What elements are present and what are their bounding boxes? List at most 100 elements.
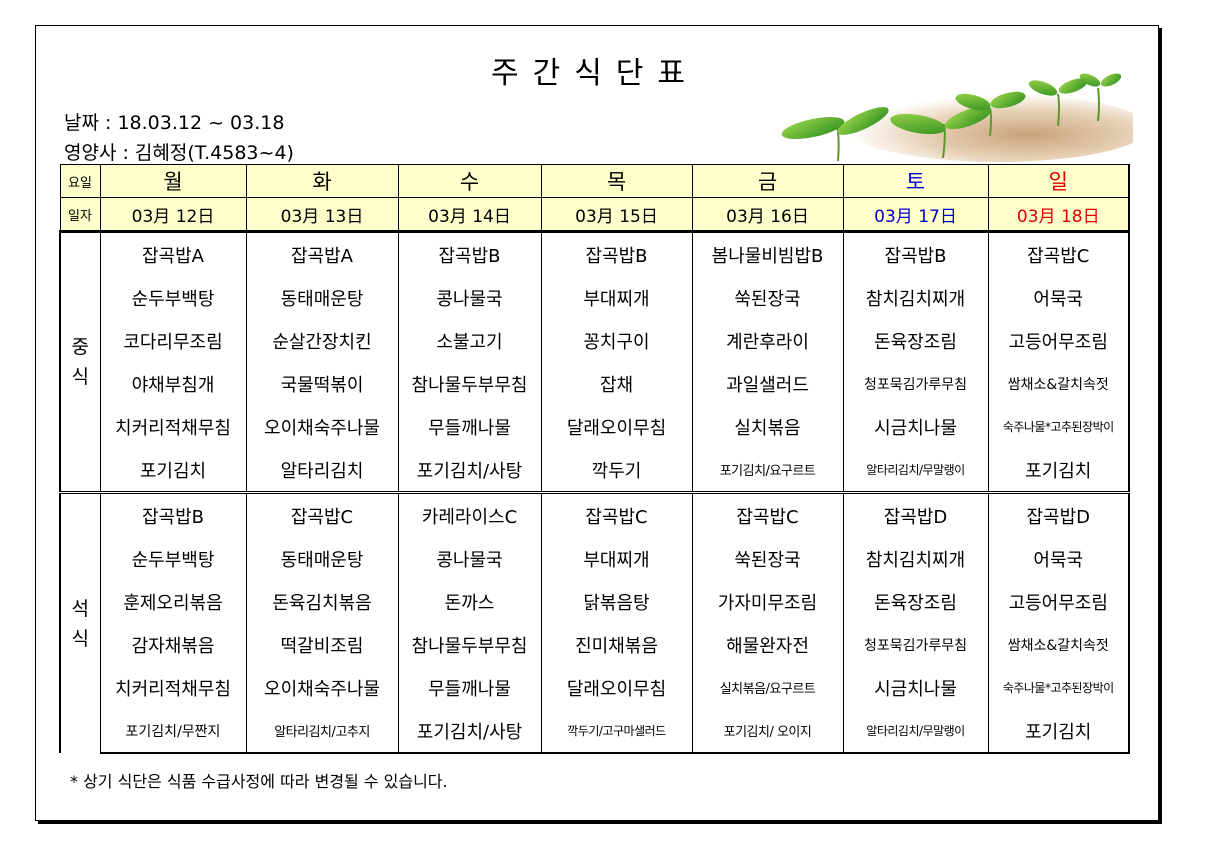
- menu-item: 동태매운탕: [245, 276, 398, 319]
- menu-item: 떡갈비조림: [245, 623, 398, 666]
- menu-item: 청포묵김가루무침: [842, 623, 988, 666]
- menu-item: 알타리김치: [245, 448, 398, 493]
- date-header: 03月 16日: [691, 197, 844, 232]
- menu-item: 훈제오리볶음: [99, 580, 246, 623]
- menu-item: 계란후라이: [691, 319, 843, 362]
- menu-item: 부대찌개: [540, 276, 692, 319]
- date-header: 03月 14日: [397, 197, 542, 232]
- menu-item: 포기김치/사탕: [397, 709, 541, 754]
- menu-item: 카레라이스C: [397, 491, 541, 537]
- menu-item: 오이채숙주나물: [245, 666, 398, 709]
- menu-item: 치커리적채무침: [99, 666, 246, 709]
- menu-item: 포기김치: [99, 448, 246, 493]
- menu-item: 잡곡밥A: [99, 230, 246, 276]
- menu-item: 쑥된장국: [691, 276, 843, 319]
- table-row: 순두부백탕 동태매운탕 콩나물국 부대찌개 쑥된장국 참치김치찌개 어묵국: [60, 276, 1130, 319]
- menu-item: 알타리김치/고추지: [245, 709, 398, 754]
- menu-item: 오이채숙주나물: [245, 405, 398, 448]
- menu-item: 잡채: [540, 362, 692, 405]
- menu-item: 잡곡밥D: [987, 491, 1130, 537]
- date-label: 일자: [59, 197, 101, 232]
- menu-item: 콩나물국: [397, 276, 541, 319]
- menu-item: 알타리김치/무말랭이: [842, 709, 988, 754]
- menu-item: 참치김치찌개: [842, 537, 988, 580]
- menu-item: 포기김치: [987, 448, 1130, 493]
- menu-item: 코다리무조림: [99, 319, 246, 362]
- menu-item: 콩나물국: [397, 537, 541, 580]
- date-header: 03月 13日: [245, 197, 399, 232]
- menu-item: 깍두기/고구마샐러드: [540, 709, 692, 754]
- menu-item: 쌈채소&갈치속젓: [987, 362, 1130, 405]
- menu-item: 참치김치찌개: [842, 276, 988, 319]
- menu-item: 숙주나물*고추된장박이: [987, 405, 1130, 448]
- table-row: 야채부침개 국물떡볶이 참나물두부무침 잡채 과일샐러드 청포묵김가루무침 쌈채소&갈치속젓: [60, 362, 1130, 405]
- menu-item: 고등어무조림: [987, 319, 1130, 362]
- menu-item: 돈육김치볶음: [245, 580, 398, 623]
- table-row: 석식 잡곡밥B 잡곡밥C 카레라이스C 잡곡밥C 잡곡밥C 잡곡밥D 잡곡밥D: [59, 491, 1130, 753]
- menu-item: 동태매운탕: [245, 537, 398, 580]
- menu-item: 청포묵김가루무침: [842, 362, 988, 405]
- menu-item: 감자채볶음: [99, 623, 246, 666]
- table-row: 포기김치/무짠지 알타리김치/고추지 포기김치/사탕 깍두기/고구마샐러드 포기김치/ …: [60, 709, 1130, 754]
- menu-item: 포기김치/사탕: [397, 448, 541, 493]
- menu-item: 잡곡밥B: [99, 491, 246, 537]
- menu-item: 포기김치: [987, 709, 1130, 754]
- table-row: 중식 잡곡밥A 잡곡밥A 잡곡밥B 잡곡밥B 봄나물비빔밥B 잡곡밥B 잡곡밥C: [59, 230, 1130, 493]
- menu-item: 치커리적채무침: [99, 405, 246, 448]
- table-row: 감자채볶음 떡갈비조림 참나물두부무침 진미채볶음 해물완자전 청포묵김가루무침 쌈채소&갈…: [60, 623, 1130, 666]
- menu-item: 부대찌개: [540, 537, 692, 580]
- menu-item: 돈까스: [397, 580, 541, 623]
- menu-item: 깍두기: [540, 448, 692, 493]
- menu-item: 달래오이무침: [540, 405, 692, 448]
- menu-item: 달래오이무침: [540, 666, 692, 709]
- menu-item: 잡곡밥B: [842, 230, 988, 276]
- date-header: 03月 15日: [540, 197, 693, 232]
- menu-item: 참나물두부무침: [397, 623, 541, 666]
- menu-item: 포기김치/ 오이지: [691, 709, 843, 754]
- day-header: 화: [245, 164, 399, 198]
- menu-item: 잡곡밥B: [397, 230, 541, 276]
- table-row: 치커리적채무침 오이채숙주나물 무들깨나물 달래오이무침 실치볶음/요구르트 시금치나물 숙…: [60, 666, 1130, 709]
- day-header: 월: [99, 164, 247, 198]
- menu-item: 숙주나물*고추된장박이: [987, 666, 1130, 709]
- menu-item: 순두부백탕: [99, 276, 246, 319]
- sprouts-icon: [781, 73, 1133, 162]
- menu-item: 소불고기: [397, 319, 541, 362]
- menu-item: 국물떡볶이: [245, 362, 398, 405]
- dietitian-info: 영양사 : 김혜정(T.4583~4): [64, 142, 294, 164]
- table-row: 훈제오리볶음 돈육김치볶음 돈까스 닭볶음탕 가자미무조림 돈육장조림 고등어무조림: [60, 580, 1130, 623]
- table-row: 포기김치 알타리김치 포기김치/사탕 깍두기 포기김치/요구르트 알타리김치/무말랭이 포기…: [60, 448, 1130, 493]
- menu-item: 돈육장조림: [842, 319, 988, 362]
- menu-item: 잡곡밥C: [540, 491, 692, 537]
- menu-item: 순두부백탕: [99, 537, 246, 580]
- lunch-label-text: 중식: [71, 336, 89, 388]
- menu-item: 꽁치구이: [540, 319, 692, 362]
- menu-item: 실치볶음: [691, 405, 843, 448]
- menu-item: 잡곡밥C: [245, 491, 398, 537]
- menu-item: 과일샐러드: [691, 362, 843, 405]
- menu-item: 순살간장치킨: [245, 319, 398, 362]
- date-row: 일자 03月 12日 03月 13日 03月 14日 03月 15日 03月 16日 03…: [59, 197, 1130, 232]
- day-header: 토: [842, 164, 989, 198]
- menu-item: 포기김치/요구르트: [691, 448, 843, 493]
- menu-item: 봄나물비빔밥B: [691, 230, 843, 276]
- menu-item: 무들깨나물: [397, 666, 541, 709]
- menu-item: 돈육장조림: [842, 580, 988, 623]
- menu-item: 어묵국: [987, 276, 1130, 319]
- menu-item: 진미채볶음: [540, 623, 692, 666]
- menu-item: 알타리김치/무말랭이: [842, 448, 988, 493]
- day-label: 요일: [59, 164, 101, 198]
- menu-item: 해물완자전: [691, 623, 843, 666]
- footnote: * 상기 식단은 식품 수급사정에 따라 변경될 수 있습니다.: [70, 772, 448, 791]
- menu-item: 시금치나물: [842, 666, 988, 709]
- day-header: 일: [987, 164, 1130, 198]
- menu-item: 잡곡밥A: [245, 230, 398, 276]
- menu-item: 어묵국: [987, 537, 1130, 580]
- menu-item: 잡곡밥D: [842, 491, 988, 537]
- menu-item: 닭볶음탕: [540, 580, 692, 623]
- menu-item: 잡곡밥C: [987, 230, 1130, 276]
- menu-item: 잡곡밥B: [540, 230, 692, 276]
- lunch-label: 중식: [59, 230, 101, 493]
